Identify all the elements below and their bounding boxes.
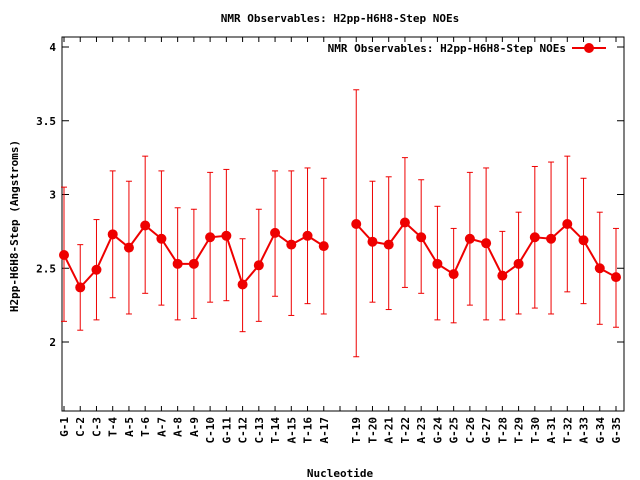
data-point bbox=[286, 239, 297, 250]
x-tick-label: T-32 bbox=[561, 417, 574, 444]
y-tick-label: 3 bbox=[49, 189, 56, 202]
data-point bbox=[205, 232, 216, 243]
x-tick-label: G-34 bbox=[594, 417, 607, 444]
x-tick-label: C-2 bbox=[74, 417, 87, 437]
data-point bbox=[140, 220, 151, 231]
x-tick-label: G-24 bbox=[431, 417, 444, 444]
x-tick-label: G-27 bbox=[480, 417, 493, 444]
data-point bbox=[351, 219, 362, 229]
legend: NMR Observables: H2pp-H6H8-Step NOEs bbox=[328, 42, 606, 55]
x-tick-label: C-26 bbox=[464, 417, 477, 444]
x-tick-label: T-28 bbox=[496, 417, 509, 444]
y-tick-label: 2 bbox=[49, 336, 56, 349]
x-tick-label: G-1 bbox=[58, 417, 71, 437]
data-point bbox=[448, 269, 459, 280]
x-tick-label: A-9 bbox=[188, 417, 201, 437]
data-point bbox=[253, 260, 264, 271]
x-tick-label: G-11 bbox=[220, 417, 233, 444]
plot-frame bbox=[61, 36, 625, 412]
y-tick-label: 2.5 bbox=[36, 262, 56, 275]
x-tick-label: A-17 bbox=[318, 417, 331, 444]
series-layer bbox=[59, 217, 621, 293]
data-point bbox=[318, 241, 329, 252]
legend-label: NMR Observables: H2pp-H6H8-Step NOEs bbox=[328, 42, 566, 55]
data-point bbox=[270, 227, 281, 238]
data-point bbox=[481, 238, 492, 249]
x-tick-label: C-3 bbox=[90, 417, 103, 437]
x-tick-label: A-23 bbox=[415, 417, 428, 444]
data-point bbox=[91, 264, 102, 275]
data-point bbox=[529, 232, 540, 243]
x-tick-label: T-30 bbox=[529, 417, 542, 444]
x-tick-label: T-14 bbox=[269, 417, 282, 444]
x-tick-label: A-33 bbox=[578, 417, 591, 444]
x-tick-label: G-25 bbox=[448, 417, 461, 444]
data-point bbox=[383, 239, 394, 250]
data-point bbox=[416, 232, 427, 243]
data-point bbox=[367, 236, 378, 247]
x-tick-label: A-8 bbox=[172, 417, 185, 437]
data-point bbox=[562, 219, 573, 229]
x-tick-label: T-20 bbox=[366, 417, 379, 444]
x-tick-label: T-29 bbox=[513, 417, 526, 444]
data-point bbox=[594, 263, 605, 274]
data-point bbox=[172, 258, 183, 269]
data-point bbox=[513, 258, 524, 269]
data-point bbox=[546, 233, 557, 244]
data-point bbox=[75, 282, 86, 293]
x-tick-label: C-13 bbox=[253, 417, 266, 444]
data-point bbox=[107, 229, 118, 240]
y-tick-label: 3.5 bbox=[36, 115, 56, 128]
data-point bbox=[123, 242, 134, 253]
data-point bbox=[59, 249, 69, 260]
data-point bbox=[399, 217, 410, 228]
data-point bbox=[188, 258, 199, 269]
legend-swatch-marker bbox=[584, 43, 594, 53]
x-tick-label: T-22 bbox=[399, 417, 412, 444]
x-tick-label: A-21 bbox=[383, 417, 396, 444]
chart-title: NMR Observables: H2pp-H6H8-Step NOEs bbox=[221, 12, 459, 25]
data-point bbox=[302, 230, 313, 241]
x-tick-label: T-4 bbox=[107, 417, 120, 437]
x-tick-label: C-12 bbox=[237, 417, 250, 444]
y-axis-label: H2pp-H6H8-Step (Angstroms) bbox=[8, 140, 21, 312]
data-point bbox=[156, 233, 167, 244]
x-tick-label: A-7 bbox=[155, 417, 168, 437]
x-tick-label: G-35 bbox=[610, 417, 623, 444]
data-point bbox=[237, 279, 248, 290]
x-axis-label: Nucleotide bbox=[307, 467, 374, 480]
data-point bbox=[611, 272, 621, 283]
x-tick-label: C-10 bbox=[204, 417, 217, 444]
x-tick-label: T-6 bbox=[139, 417, 152, 437]
data-point bbox=[221, 230, 232, 241]
data-point bbox=[497, 270, 508, 281]
axes: 2 2.5 3 3.5 4 G-1 C-2 C-3 T-4 A-5 T-6 A-7 A-8 A-9 C-10… bbox=[36, 37, 624, 444]
data-point bbox=[432, 258, 443, 269]
y-tick-label: 4 bbox=[49, 41, 56, 54]
x-tick-label: T-19 bbox=[350, 417, 363, 444]
data-point bbox=[464, 233, 475, 244]
x-tick-label: A-5 bbox=[123, 417, 136, 437]
data-point bbox=[578, 235, 589, 246]
x-tick-label: A-31 bbox=[545, 417, 558, 444]
x-tick-label: T-16 bbox=[302, 417, 315, 444]
x-tick-label: A-15 bbox=[285, 417, 298, 444]
